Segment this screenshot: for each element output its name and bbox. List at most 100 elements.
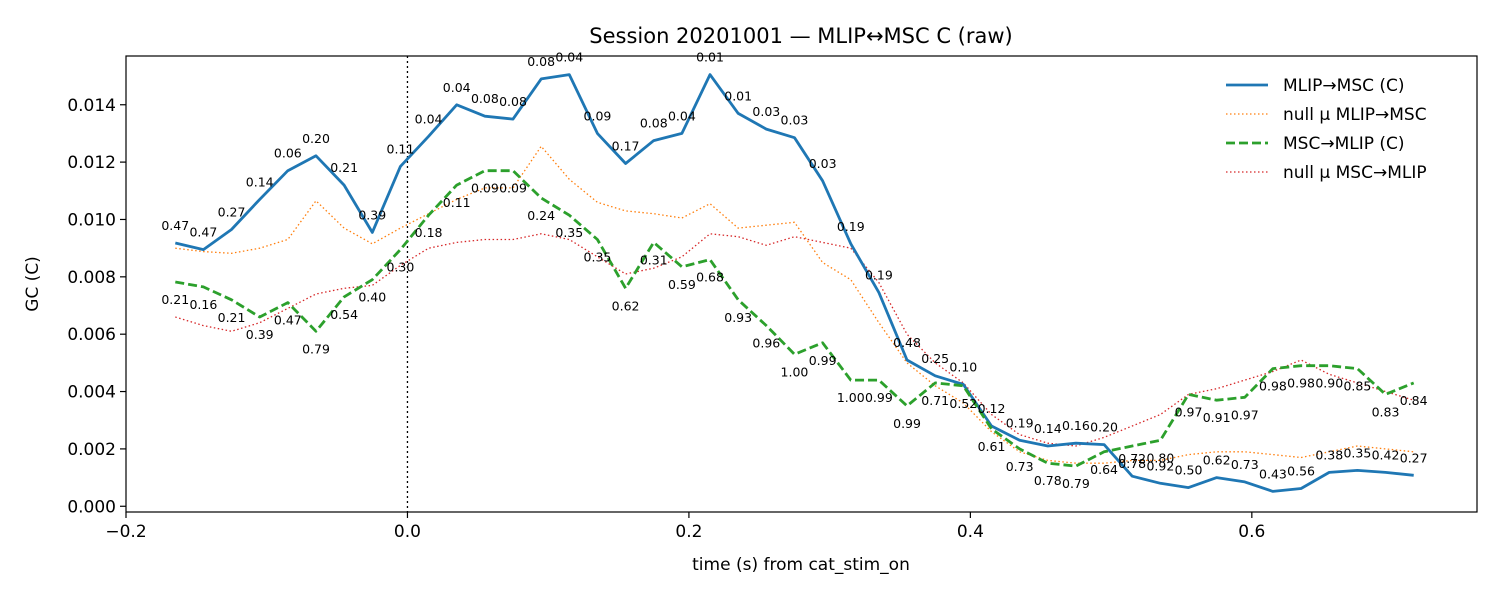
- pvalue-label: 0.09: [584, 108, 612, 123]
- pvalue-label: 0.91: [1203, 410, 1231, 425]
- pvalue-label: 0.59: [668, 277, 696, 292]
- pvalue-label: 0.04: [668, 108, 696, 123]
- pvalue-label: 0.08: [640, 116, 668, 131]
- pvalue-label: 0.09: [471, 181, 499, 196]
- pvalue-label: 0.61: [978, 439, 1006, 454]
- pvalue-label: 0.19: [837, 219, 865, 234]
- y-tick-label: 0.008: [67, 268, 116, 288]
- pvalue-label: 0.14: [246, 174, 274, 189]
- pvalue-label: 0.10: [949, 359, 977, 374]
- pvalue-label: 0.16: [1062, 418, 1090, 433]
- pvalue-label: 0.24: [527, 208, 555, 223]
- pvalue-label: 0.79: [1062, 476, 1090, 491]
- pvalue-label: 1.00: [781, 364, 809, 379]
- pvalue-label: 0.30: [387, 260, 415, 275]
- y-tick-label: 0.006: [67, 325, 116, 345]
- y-tick-label: 0.002: [67, 440, 116, 460]
- pvalue-label: 0.03: [809, 156, 837, 171]
- pvalue-label: 0.39: [358, 207, 386, 222]
- pvalue-label: 0.11: [443, 195, 471, 210]
- pvalue-label: 0.48: [893, 335, 921, 350]
- pvalue-label: 0.04: [555, 50, 583, 65]
- y-tick-label: 0.010: [67, 210, 116, 230]
- x-tick-label: 0.6: [1238, 522, 1265, 542]
- pvalue-label: 0.98: [1287, 376, 1315, 391]
- pvalue-label: 0.20: [302, 131, 330, 146]
- pvalue-label: 0.01: [724, 88, 752, 103]
- x-tick-label: 0.2: [675, 522, 702, 542]
- pvalue-label: 0.19: [1006, 415, 1034, 430]
- pvalue-label: 0.21: [218, 310, 246, 325]
- pvalue-label: 0.64: [1090, 462, 1118, 477]
- pvalue-label: 0.98: [1259, 379, 1287, 394]
- pvalue-label: 0.12: [978, 401, 1006, 416]
- pvalue-label: 0.31: [640, 252, 668, 267]
- pvalue-label: 0.14: [1034, 421, 1062, 436]
- x-axis: −0.2 0.0 0.2 0.4 0.6: [105, 512, 1265, 542]
- x-axis-label: time (s) from cat_stim_on: [692, 555, 910, 575]
- pvalue-label: 0.47: [189, 225, 217, 240]
- plot-area: [174, 56, 1415, 512]
- pvalue-label: 0.90: [1315, 376, 1343, 391]
- series-line-2: [175, 169, 1415, 468]
- pvalue-label: 0.62: [612, 298, 640, 313]
- pvalue-label: 0.06: [274, 146, 302, 161]
- pvalue-label: 0.78: [1034, 473, 1062, 488]
- y-axis: 0.000 0.002 0.004 0.006 0.008 0.010 0.012 0.014: [67, 96, 126, 517]
- pvalue-label: 0.27: [218, 205, 246, 220]
- pvalue-label: 0.03: [752, 104, 780, 119]
- y-tick-label: 0.012: [67, 153, 116, 173]
- pvalue-label: 0.99: [865, 390, 893, 405]
- pvalue-label: 1.00: [837, 390, 865, 405]
- pvalue-label: 0.97: [1231, 407, 1259, 422]
- pvalue-label: 0.08: [499, 94, 527, 109]
- pvalue-label: 0.08: [527, 54, 555, 69]
- pvalue-label: 0.19: [865, 268, 893, 283]
- pvalue-label: 0.96: [752, 336, 780, 351]
- pvalue-label: 0.99: [893, 416, 921, 431]
- pvalue-label: 0.16: [189, 297, 217, 312]
- pvalue-label: 0.73: [1231, 457, 1259, 472]
- y-tick-label: 0.004: [67, 383, 116, 403]
- pvalue-label: 0.11: [387, 141, 415, 156]
- pvalue-label: 0.04: [415, 111, 443, 126]
- pvalue-label: 0.80: [1146, 450, 1174, 465]
- pvalue-label: 0.25: [921, 351, 949, 366]
- series-line-1: [175, 145, 1414, 464]
- x-tick-label: 0.4: [957, 522, 984, 542]
- pvalue-label: 0.79: [302, 341, 330, 356]
- pvalue-label: 0.20: [1090, 420, 1118, 435]
- pvalue-label: 0.71: [921, 393, 949, 408]
- x-tick-label: −0.2: [105, 522, 146, 542]
- y-tick-label: 0.014: [67, 96, 116, 116]
- pvalue-label: 0.21: [330, 160, 358, 175]
- x-tick-label: 0.0: [394, 522, 421, 542]
- pvalue-label: 0.78: [1118, 456, 1146, 471]
- pvalue-label: 0.85: [1343, 379, 1371, 394]
- pvalue-label: 0.84: [1400, 393, 1428, 408]
- pvalue-label: 0.47: [274, 313, 302, 328]
- pvalue-label: 0.56: [1287, 463, 1315, 478]
- pvalue-label: 0.35: [1343, 445, 1371, 460]
- pvalue-label: 0.54: [330, 307, 358, 322]
- series-line-3: [175, 233, 1414, 447]
- pvalue-label: 0.42: [1372, 447, 1400, 462]
- series-line-0: [174, 73, 1414, 493]
- legend-label: MSC→MLIP (C): [1283, 134, 1405, 154]
- pvalue-labels: 0.47 0.470.270.140.060.200.210.390.110.04…: [161, 50, 1427, 491]
- pvalue-label: 0.99: [809, 353, 837, 368]
- pvalue-label: 0.39: [246, 327, 274, 342]
- pvalue-label: 0.09: [499, 181, 527, 196]
- pvalue-label: 0.27: [1400, 450, 1428, 465]
- pvalue-label: 0.47: [161, 218, 189, 233]
- chart-title: Session 20201001 — MLIP↔MSC C (raw): [589, 24, 1013, 48]
- pvalue-label: 0.50: [1175, 463, 1203, 478]
- pvalue-label: 0.04: [443, 80, 471, 95]
- y-axis-label: GC (C): [23, 256, 43, 312]
- pvalue-label: 0.73: [1006, 459, 1034, 474]
- legend-label: null μ MSC→MLIP: [1283, 163, 1427, 183]
- legend: MLIP→MSC (C) null μ MLIP→MSC MSC→MLIP (C) n…: [1226, 76, 1427, 183]
- pvalue-label: 0.72: [1118, 451, 1146, 466]
- pvalue-label: 0.21: [161, 292, 189, 307]
